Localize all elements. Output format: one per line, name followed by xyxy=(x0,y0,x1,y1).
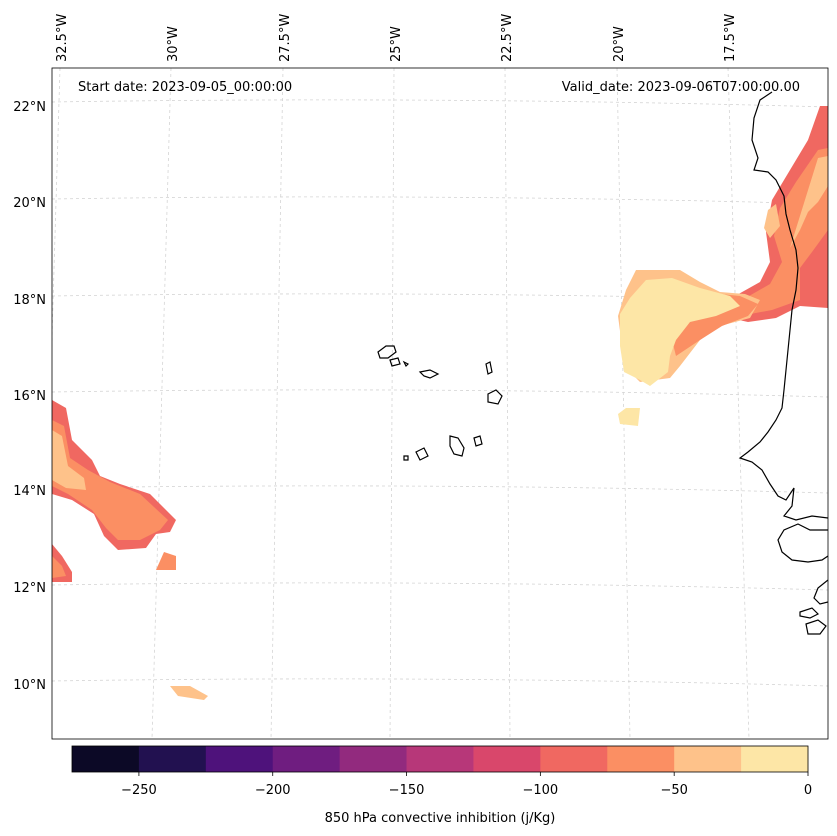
cin-region-south-speck xyxy=(170,686,208,700)
meridian-27-5w xyxy=(270,68,284,739)
island-brava xyxy=(403,455,409,461)
cin-region-sw-mid xyxy=(52,420,168,540)
parallel-14n xyxy=(52,485,828,494)
cin-region-sw-lower-inner xyxy=(52,556,66,578)
colorbar-bin-4 xyxy=(339,746,408,772)
colorbar-tick-label: −150 xyxy=(389,783,425,798)
guinea-islands-2 xyxy=(805,619,827,635)
longitude-labels: 32.5°W 30°W 27.5°W 25°W 22.5°W 20°W 17.5… xyxy=(55,14,738,62)
meridian-22-5w xyxy=(504,68,511,739)
cin-shading xyxy=(52,106,828,700)
colorbar-label: 850 hPa convective inhibition (j/Kg) xyxy=(325,811,556,826)
island-fogo xyxy=(415,447,429,461)
island-boa-vista xyxy=(487,389,503,405)
island-maio xyxy=(473,435,483,447)
lat-label-16n: 16°N xyxy=(13,389,46,404)
colorbar-tick-label: −50 xyxy=(660,783,687,798)
colorbar-bin-8 xyxy=(607,746,675,772)
meridian-25w xyxy=(389,68,395,739)
lat-label-20n: 20°N xyxy=(13,196,46,211)
cin-region-coast-inner xyxy=(790,156,828,248)
colorbar-tick-label: −250 xyxy=(121,783,157,798)
lon-label-22-5w: 22.5°W xyxy=(500,14,515,62)
colorbar-ticks: −250 −200 −150 −100 −50 0 xyxy=(121,772,812,798)
gridlines xyxy=(52,68,828,739)
island-sal xyxy=(485,361,493,375)
meridian-17-5w xyxy=(727,68,750,739)
colorbar-bin-2 xyxy=(205,746,274,772)
colorbar-bin-7 xyxy=(540,746,608,772)
island-santo-antao xyxy=(377,345,397,359)
map-panel: Start date: 2023-09-05_00:00:00 Valid_da… xyxy=(51,67,829,740)
meridian-30w xyxy=(151,68,172,739)
colorbar-bin-6 xyxy=(473,746,541,772)
island-sao-vicente xyxy=(389,357,401,367)
lat-label-10n: 10°N xyxy=(13,678,46,693)
lat-label-18n: 18°N xyxy=(13,293,46,308)
cin-region-coast-mid xyxy=(742,148,828,315)
colorbar-bin-1 xyxy=(138,746,207,772)
colorbar-tick-label: −200 xyxy=(255,783,291,798)
colorbar: −250 −200 −150 −100 −50 0 850 hPa convective … xyxy=(71,745,812,826)
parallel-18n xyxy=(52,293,828,302)
lon-label-32-5w: 32.5°W xyxy=(55,14,70,62)
colorbar-bin-9 xyxy=(674,746,742,772)
colorbar-frame xyxy=(71,745,809,773)
west-africa-coastline xyxy=(738,91,828,521)
lon-label-25w: 25°W xyxy=(389,26,404,62)
cin-region-sw-inner xyxy=(52,430,86,490)
colorbar-bin-3 xyxy=(272,746,341,772)
lon-label-30w: 30°W xyxy=(166,26,181,62)
colorbar-bin-5 xyxy=(406,746,474,772)
start-date-label: Start date: 2023-09-05_00:00:00 xyxy=(78,80,292,95)
lon-label-17-5w: 17.5°W xyxy=(723,14,738,62)
colorbar-tick-label: 0 xyxy=(804,783,812,798)
lon-label-27-5w: 27.5°W xyxy=(278,14,293,62)
parallel-12n xyxy=(52,582,828,591)
meridian-20w xyxy=(616,68,631,739)
cin-region-coast-spot xyxy=(764,204,780,238)
latitude-labels: 22°N 20°N 18°N 16°N 14°N 12°N 10°N xyxy=(13,100,46,693)
cin-region-sw-speck xyxy=(156,552,176,570)
guinea-islands-1 xyxy=(799,607,820,619)
lat-label-12n: 12°N xyxy=(13,581,46,596)
lat-label-14n: 14°N xyxy=(13,484,46,499)
island-santiago xyxy=(449,435,465,457)
map-background xyxy=(52,68,828,739)
colorbar-bins xyxy=(72,746,809,772)
coastlines xyxy=(377,91,828,635)
lon-label-20w: 20°W xyxy=(612,26,627,62)
lat-label-22n: 22°N xyxy=(13,100,46,115)
map-frame xyxy=(51,67,829,740)
senegal-gambia-coast xyxy=(777,523,828,563)
valid-date-label: Valid_date: 2023-09-06T07:00:00.00 xyxy=(562,80,800,95)
parallel-16n xyxy=(52,389,828,398)
island-sao-nicolau xyxy=(418,369,440,379)
parallel-10n xyxy=(52,678,828,687)
colorbar-bin-10 xyxy=(741,746,809,772)
island-santa-luzia xyxy=(402,360,410,368)
colorbar-tick-label: −100 xyxy=(523,783,559,798)
colorbar-bin-0 xyxy=(72,746,140,772)
cin-region-east-inner xyxy=(620,278,740,386)
cin-region-east-small xyxy=(618,408,640,426)
parallel-22n xyxy=(52,99,828,108)
parallel-20n xyxy=(52,196,828,205)
guinea-bissau-coast xyxy=(813,579,828,605)
